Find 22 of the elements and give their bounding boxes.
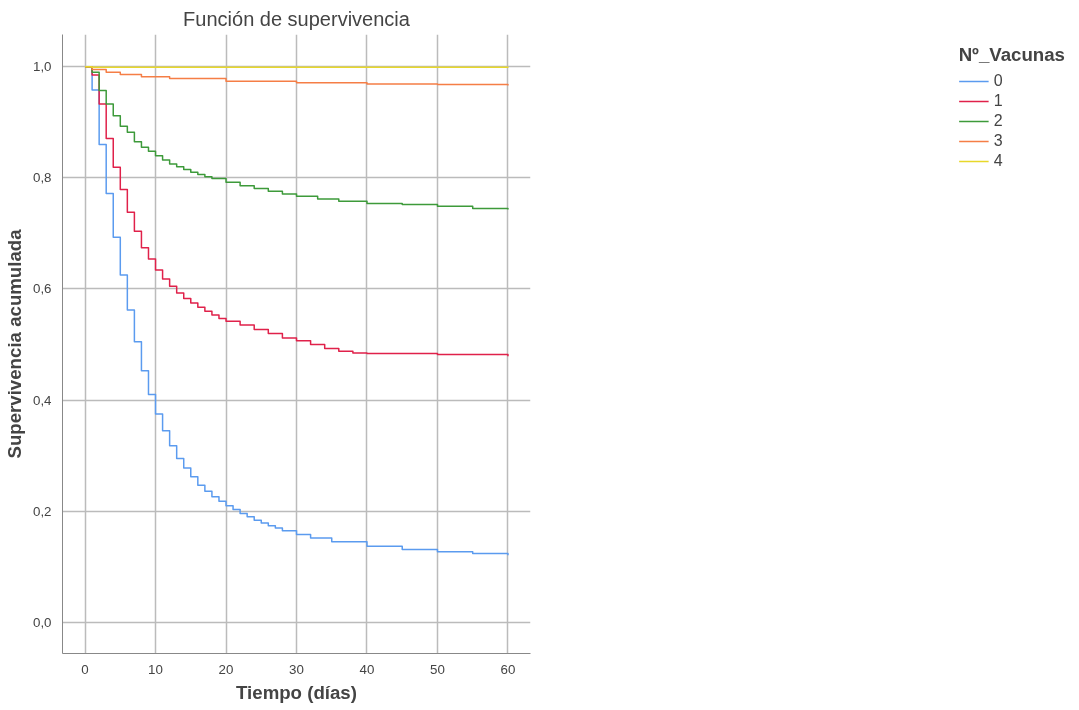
x-tick-label: 40 <box>359 661 375 677</box>
x-tick-label: 20 <box>218 661 234 677</box>
legend-label: 4 <box>993 152 1004 170</box>
x-tick-label: 10 <box>148 661 163 677</box>
legend-label: 0 <box>993 72 1004 90</box>
x-axis-title: Tiempo (días) <box>236 681 357 703</box>
y-tick-label: 0,0 <box>32 614 52 630</box>
chart-title: Función de supervivencia <box>183 7 411 30</box>
y-tick-label: 0,2 <box>32 503 52 519</box>
y-tick-label: 0,4 <box>32 392 53 408</box>
y-axis-title: Supervivencia acumulada <box>3 228 25 459</box>
y-tick-label: 0,8 <box>32 170 52 186</box>
legend-label: 1 <box>993 92 1004 110</box>
y-tick-label: 0,6 <box>32 281 52 297</box>
y-tick-label: 1,0 <box>32 59 52 75</box>
x-tick-label: 30 <box>289 661 304 677</box>
legend-title: Nº_Vacunas <box>958 44 1065 66</box>
legend-label: 3 <box>993 132 1004 150</box>
x-tick-label: 0 <box>81 661 89 677</box>
legend-label: 2 <box>993 112 1004 130</box>
x-tick-label: 60 <box>500 661 516 677</box>
x-tick-label: 50 <box>430 661 445 677</box>
